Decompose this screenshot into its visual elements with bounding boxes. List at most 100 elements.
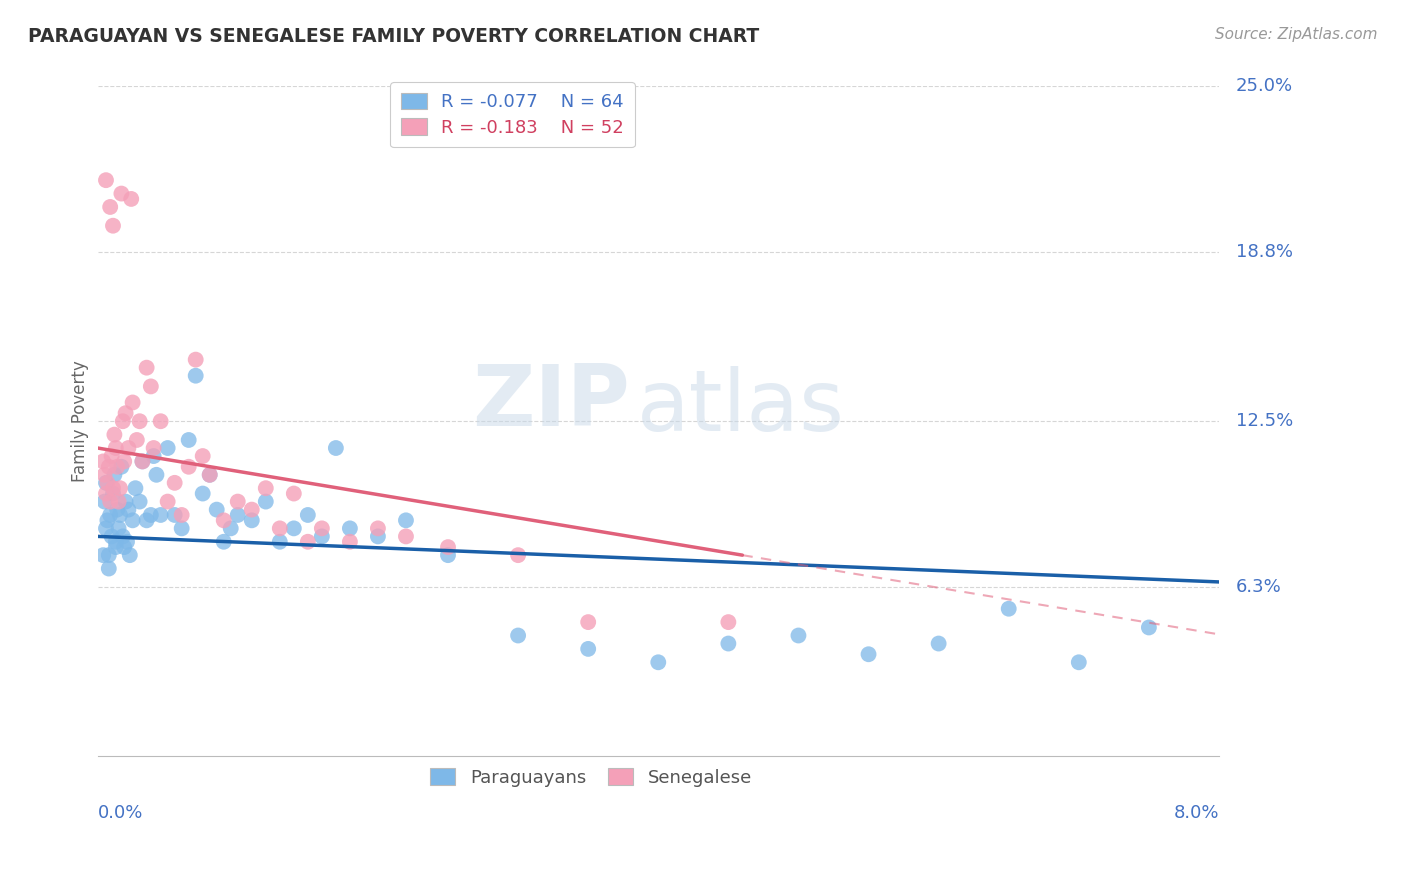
Text: 12.5%: 12.5% [1236,412,1294,430]
Point [105,502,128,516]
Point [1067,655,1090,669]
Text: Source: ZipAtlas.com: Source: ZipAtlas.com [1215,27,1378,42]
Point [110,186,132,201]
Point [219,521,242,535]
Point [124,481,146,495]
Point [163,508,186,522]
Point [395,513,418,527]
Point [115,534,138,549]
Point [103,467,125,482]
Point [142,449,165,463]
Point [139,508,162,522]
Point [576,641,599,656]
Point [177,459,200,474]
Point [437,540,460,554]
Text: 8.0%: 8.0% [1174,805,1219,822]
Point [128,414,150,428]
Point [184,352,207,367]
Point [135,513,157,527]
Point [94,173,117,187]
Point [170,521,193,535]
Point [104,534,127,549]
Text: ZIP: ZIP [472,361,630,444]
Point [254,481,277,495]
Point [240,502,263,516]
Point [101,219,124,233]
Point [139,379,162,393]
Point [110,459,132,474]
Point [191,486,214,500]
Point [283,486,305,500]
Point [184,368,207,383]
Point [96,513,118,527]
Point [125,433,148,447]
Point [101,481,124,495]
Point [135,360,157,375]
Point [128,494,150,508]
Point [240,513,263,527]
Point [97,459,120,474]
Text: 6.3%: 6.3% [1236,578,1281,596]
Point [121,513,143,527]
Point [395,529,418,543]
Point [339,534,361,549]
Point [297,534,319,549]
Point [156,441,179,455]
Point [149,508,172,522]
Point [142,441,165,455]
Point [114,406,136,420]
Point [717,615,740,629]
Point [205,502,228,516]
Point [254,494,277,508]
Point [367,521,389,535]
Point [339,521,361,535]
Point [325,441,347,455]
Point [105,459,128,474]
Point [107,521,129,535]
Point [120,192,142,206]
Point [108,481,131,495]
Point [198,467,221,482]
Point [97,561,120,575]
Point [156,494,179,508]
Point [297,508,319,522]
Point [858,647,880,661]
Point [170,508,193,522]
Point [269,534,291,549]
Point [191,449,214,463]
Point [94,521,117,535]
Point [212,513,235,527]
Text: PARAGUAYAN VS SENEGALESE FAMILY POVERTY CORRELATION CHART: PARAGUAYAN VS SENEGALESE FAMILY POVERTY … [28,27,759,45]
Point [506,548,529,562]
Point [437,548,460,562]
Point [93,467,115,482]
Point [100,449,122,463]
Point [145,467,167,482]
Point [226,508,249,522]
Point [149,414,172,428]
Point [928,636,950,650]
Point [98,494,121,508]
Point [117,502,139,516]
Point [100,529,122,543]
Point [177,433,200,447]
Point [112,540,135,554]
Text: 18.8%: 18.8% [1236,244,1292,261]
Point [131,454,153,468]
Point [717,636,740,650]
Point [111,529,134,543]
Point [98,508,121,522]
Point [103,427,125,442]
Point [311,521,333,535]
Point [97,548,120,562]
Point [94,486,117,500]
Point [269,521,291,535]
Text: 0.0%: 0.0% [97,805,143,822]
Point [94,475,117,490]
Point [367,529,389,543]
Point [131,454,153,468]
Point [997,601,1019,615]
Point [163,475,186,490]
Point [98,200,121,214]
Point [112,454,135,468]
